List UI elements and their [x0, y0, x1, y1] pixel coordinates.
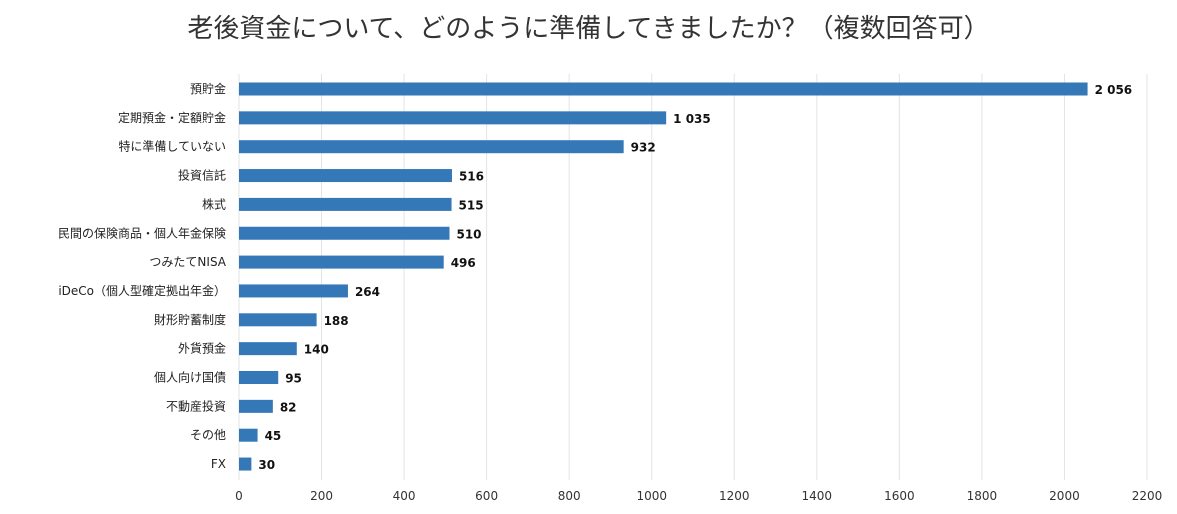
grid-lines [238, 74, 1148, 480]
data-label: 1 035 [673, 112, 711, 126]
bar [239, 284, 348, 298]
bar [239, 140, 624, 154]
category-label: 預貯金 [190, 81, 226, 96]
category-label: 外貨預金 [178, 341, 226, 356]
bar [239, 197, 452, 211]
bar [239, 428, 258, 442]
x-tick-label: 2200 [1132, 489, 1163, 503]
category-labels: 預貯金定期預金・定額貯金特に準備していない投資信託株式民間の保険商品・個人年金保… [58, 81, 227, 471]
bar [239, 399, 273, 413]
data-label: 932 [631, 141, 656, 155]
data-label: 496 [451, 256, 476, 270]
category-label: つみたてNISA [149, 255, 226, 269]
category-label: 個人向け国債 [154, 370, 226, 385]
data-label: 140 [304, 343, 329, 357]
bar [239, 255, 444, 269]
data-label: 45 [265, 429, 282, 443]
x-tick-label: 400 [393, 489, 416, 503]
category-label: 定期預金・定額貯金 [118, 110, 226, 125]
bar [239, 371, 279, 384]
value-labels: 2 056 1 035 932 516 515 510 496 264 188 140 95 82 45… [258, 83, 1132, 472]
x-tick-label: 600 [475, 489, 498, 503]
data-label: 95 [285, 372, 302, 386]
category-label: iDeCo（個人型確定拠出年金） [58, 283, 226, 298]
x-tick-label: 200 [310, 489, 333, 503]
x-tick-label: 0 [235, 489, 243, 503]
category-label: 投資信託 [178, 168, 226, 183]
bars [239, 82, 1088, 471]
category-label: その他 [190, 428, 226, 442]
category-label: 財形貯蓄制度 [154, 312, 226, 327]
chart-title: 老後資金について、どのように準備してきましたか？（複数回答可） [187, 14, 990, 44]
x-tick-label: 1200 [719, 489, 750, 503]
bar [239, 82, 1088, 96]
category-label: FX [211, 457, 226, 471]
bar [239, 457, 252, 471]
x-axis-ticks: 0 200 400 600 800 1000 1200 1400 1600 1800 2000 220… [235, 489, 1162, 503]
data-label: 516 [459, 170, 484, 184]
bar [239, 169, 452, 183]
data-label: 510 [456, 227, 481, 241]
data-label: 30 [258, 458, 275, 472]
x-tick-label: 2000 [1049, 489, 1080, 503]
x-tick-label: 1800 [967, 489, 998, 503]
bar [239, 313, 317, 327]
category-label: 不動産投資 [166, 398, 226, 413]
bar [239, 226, 450, 240]
x-tick-label: 1600 [884, 489, 915, 503]
x-tick-label: 1000 [636, 489, 667, 503]
category-label: 特に準備していない [118, 139, 226, 154]
category-label: 民間の保険商品・個人年金保険 [58, 225, 226, 240]
bar [239, 111, 667, 125]
data-label: 264 [355, 285, 380, 299]
data-label: 515 [459, 198, 484, 212]
data-label: 82 [280, 400, 297, 414]
data-label: 2 056 [1095, 83, 1133, 97]
bar [239, 342, 297, 356]
category-label: 株式 [202, 196, 226, 211]
data-label: 188 [324, 314, 349, 328]
x-tick-label: 800 [558, 489, 581, 503]
x-tick-label: 1400 [802, 489, 833, 503]
